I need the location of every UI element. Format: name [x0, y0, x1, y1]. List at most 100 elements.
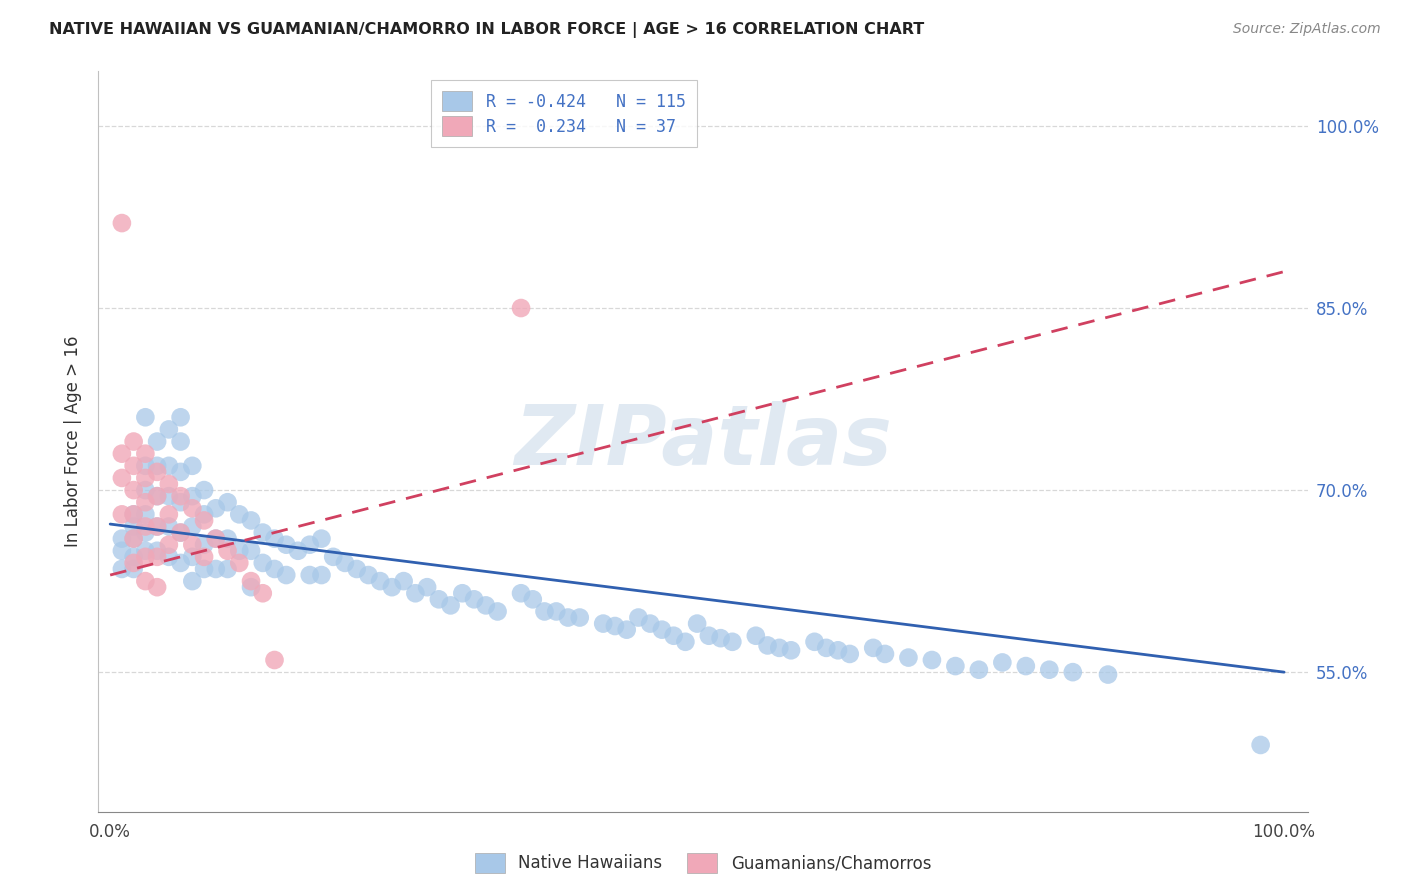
Point [169, 465, 191, 479]
Point [157, 477, 180, 491]
Point [157, 458, 180, 473]
Point [240, 513, 263, 527]
Point [134, 543, 156, 558]
Point [662, 629, 685, 643]
Point [404, 586, 426, 600]
Point [146, 549, 169, 564]
Point [287, 543, 309, 558]
Point [111, 471, 134, 485]
Point [945, 659, 967, 673]
Point [146, 519, 169, 533]
Point [228, 556, 250, 570]
Point [157, 508, 180, 522]
Point [204, 562, 226, 576]
Point [1015, 659, 1038, 673]
Point [146, 543, 169, 558]
Point [181, 574, 204, 588]
Point [311, 532, 333, 546]
Point [298, 538, 321, 552]
Point [181, 501, 204, 516]
Point [157, 422, 180, 436]
Point [967, 663, 990, 677]
Point [873, 647, 896, 661]
Point [134, 471, 156, 485]
Point [263, 653, 285, 667]
Point [217, 562, 239, 576]
Point [815, 640, 838, 655]
Legend: Native Hawaiians, Guamanians/Chamorros: Native Hawaiians, Guamanians/Chamorros [468, 847, 938, 880]
Point [827, 643, 849, 657]
Point [169, 410, 191, 425]
Point [134, 519, 156, 533]
Point [921, 653, 943, 667]
Point [193, 538, 215, 552]
Point [204, 532, 226, 546]
Point [146, 458, 169, 473]
Text: Source: ZipAtlas.com: Source: ZipAtlas.com [1233, 22, 1381, 37]
Point [276, 568, 298, 582]
Point [111, 447, 134, 461]
Point [991, 656, 1014, 670]
Point [134, 495, 156, 509]
Point [451, 586, 474, 600]
Point [1250, 738, 1272, 752]
Point [897, 650, 920, 665]
Point [122, 556, 145, 570]
Point [381, 580, 404, 594]
Point [768, 640, 790, 655]
Point [134, 410, 156, 425]
Point [217, 495, 239, 509]
Point [122, 458, 145, 473]
Point [240, 580, 263, 594]
Point [146, 465, 169, 479]
Point [193, 513, 215, 527]
Point [510, 301, 533, 315]
Point [181, 549, 204, 564]
Point [122, 508, 145, 522]
Point [169, 525, 191, 540]
Point [568, 610, 591, 624]
Text: NATIVE HAWAIIAN VS GUAMANIAN/CHAMORRO IN LABOR FORCE | AGE > 16 CORRELATION CHAR: NATIVE HAWAIIAN VS GUAMANIAN/CHAMORRO IN… [49, 22, 925, 38]
Point [181, 538, 204, 552]
Point [368, 574, 391, 588]
Point [228, 508, 250, 522]
Point [803, 635, 825, 649]
Point [146, 519, 169, 533]
Point [181, 489, 204, 503]
Point [252, 586, 274, 600]
Point [111, 508, 134, 522]
Point [592, 616, 614, 631]
Point [228, 543, 250, 558]
Point [169, 489, 191, 503]
Point [169, 495, 191, 509]
Point [252, 525, 274, 540]
Point [1038, 663, 1060, 677]
Point [838, 647, 860, 661]
Point [697, 629, 720, 643]
Point [510, 586, 533, 600]
Point [416, 580, 439, 594]
Point [463, 592, 485, 607]
Point [134, 525, 156, 540]
Legend: R = -0.424   N = 115, R =  0.234   N = 37: R = -0.424 N = 115, R = 0.234 N = 37 [430, 79, 697, 147]
Point [134, 447, 156, 461]
Point [686, 616, 709, 631]
Point [157, 519, 180, 533]
Point [146, 580, 169, 594]
Point [122, 532, 145, 546]
Point [122, 549, 145, 564]
Point [134, 574, 156, 588]
Point [122, 532, 145, 546]
Point [780, 643, 803, 657]
Point [546, 604, 568, 618]
Point [557, 610, 579, 624]
Point [193, 483, 215, 497]
Point [298, 568, 321, 582]
Point [710, 631, 733, 645]
Point [204, 532, 226, 546]
Point [122, 434, 145, 449]
Point [204, 501, 226, 516]
Point [1062, 665, 1084, 680]
Point [616, 623, 638, 637]
Point [146, 434, 169, 449]
